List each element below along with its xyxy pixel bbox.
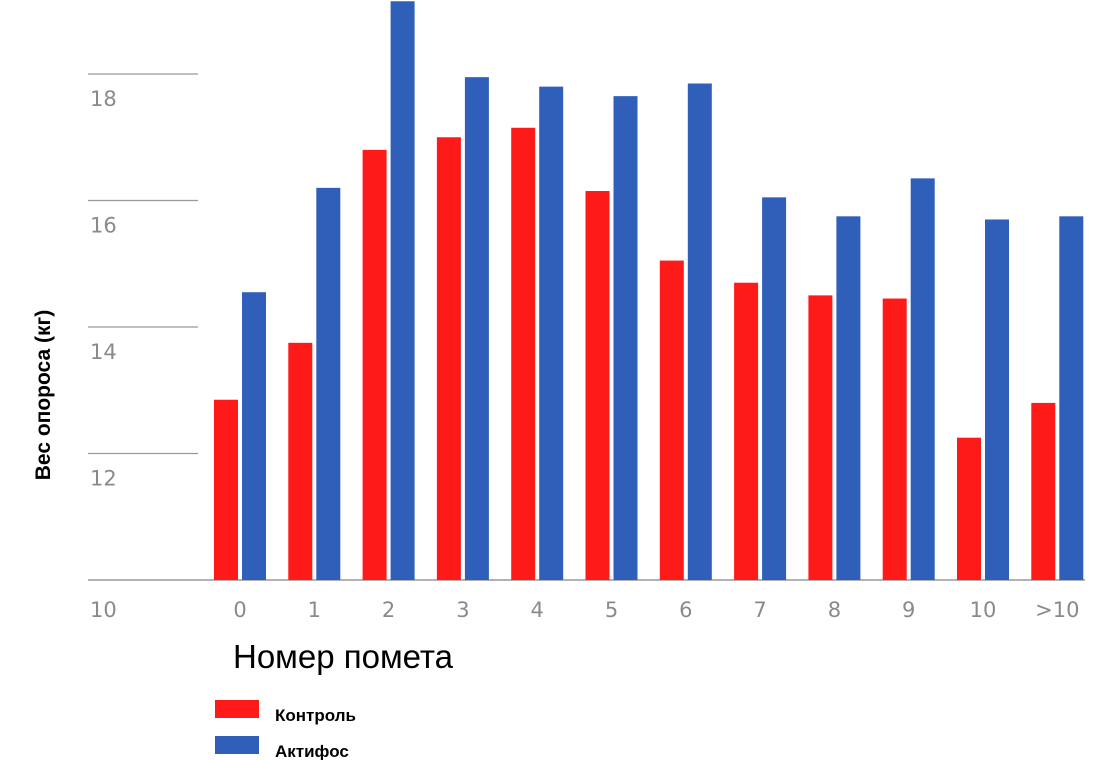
x-tick-label: 10 — [970, 598, 997, 622]
y-axis-label: Вес опороса (кг) — [32, 310, 55, 481]
legend-swatch-aktifos — [215, 736, 259, 754]
bar-control — [808, 295, 833, 580]
bar-aktifos — [390, 1, 415, 580]
bar-aktifos — [762, 197, 787, 580]
x-tick-label: 6 — [679, 598, 692, 622]
bar-aktifos — [687, 83, 712, 581]
legend-label-aktifos: Актифос — [275, 742, 349, 760]
legend: Контроль Актифос — [215, 700, 356, 760]
x-tick-label: 7 — [753, 598, 766, 622]
x-tick-label: 2 — [382, 598, 395, 622]
y-tick-label: 18 — [90, 87, 117, 111]
x-tick-label: 9 — [902, 598, 915, 622]
bar-control — [659, 260, 684, 580]
bar-control — [362, 149, 387, 580]
bar-aktifos — [836, 216, 861, 580]
bar-control — [511, 127, 536, 580]
bar-aktifos — [910, 178, 935, 581]
bar-control — [1031, 402, 1056, 580]
x-tick-label: >10 — [1035, 598, 1079, 622]
x-tick-label: 3 — [456, 598, 469, 622]
y-tick-labels: 10 12 14 16 18 — [90, 87, 117, 622]
bar-control — [288, 342, 313, 580]
y-tick-label: 14 — [90, 340, 117, 364]
bar-aktifos — [316, 187, 341, 580]
bar-aktifos — [464, 77, 489, 580]
x-tick-label: 5 — [605, 598, 618, 622]
bar-control — [734, 282, 759, 580]
x-tick-label: 4 — [531, 598, 544, 622]
bar-aktifos — [985, 219, 1009, 580]
bar-aktifos — [539, 86, 564, 581]
bar-aktifos — [1059, 216, 1084, 580]
legend-swatch-control — [215, 700, 259, 718]
bar-aktifos — [613, 96, 638, 580]
bar-control — [957, 437, 981, 580]
bar-control — [214, 399, 238, 580]
x-tick-label: 0 — [233, 598, 246, 622]
bar-control — [436, 137, 461, 580]
bar-control — [585, 191, 610, 580]
x-tick-label: 1 — [308, 598, 321, 622]
y-tick-label: 16 — [90, 214, 117, 238]
y-tick-label: 12 — [90, 467, 117, 491]
x-tick-labels: 0 1 2 3 4 5 6 7 8 9 10 >10 — [233, 598, 1079, 622]
bar-control — [882, 298, 907, 580]
bars — [214, 1, 1084, 581]
bar-aktifos — [242, 292, 266, 580]
legend-label-control: Контроль — [275, 706, 356, 725]
y-tick-label: 10 — [90, 598, 117, 622]
x-tick-label: 8 — [828, 598, 841, 622]
x-axis-label: Номер помета — [233, 638, 454, 675]
